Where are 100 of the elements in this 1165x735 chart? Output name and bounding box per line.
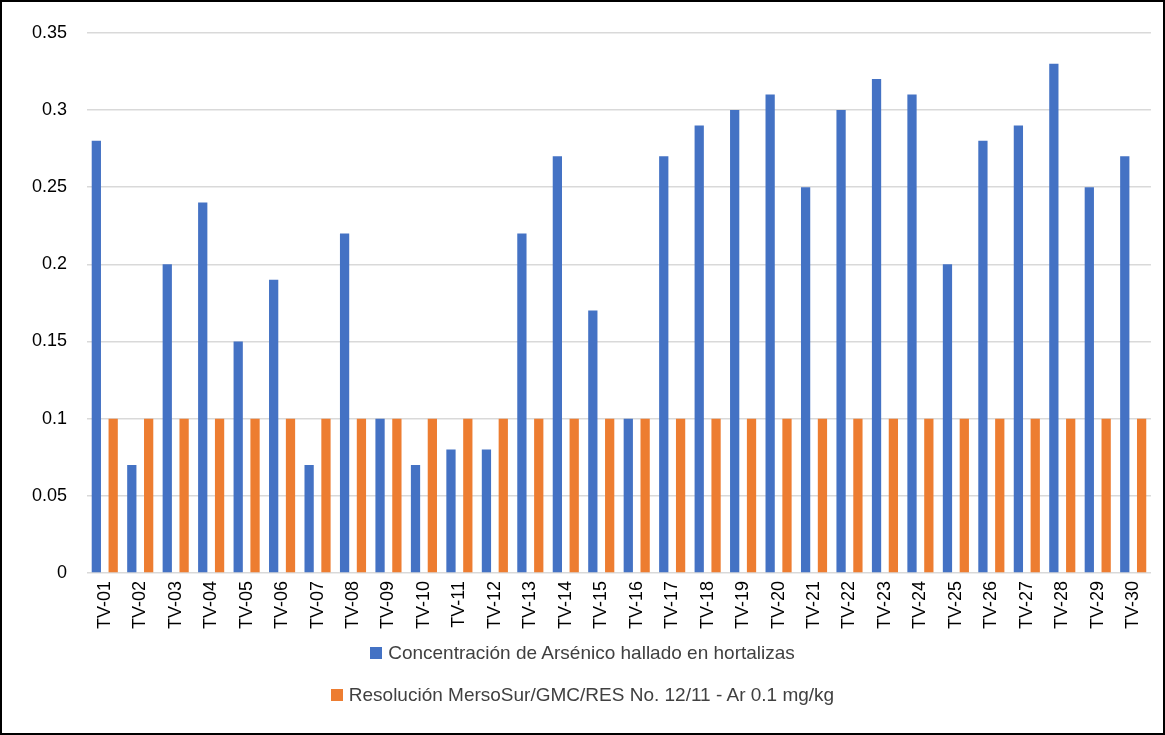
bar (605, 418, 615, 573)
x-tick-label: TV-16 (625, 580, 646, 630)
bar (1066, 418, 1076, 573)
x-tick-label: TV-07 (306, 580, 327, 630)
bar (1136, 418, 1147, 573)
bar (569, 418, 579, 573)
bar (304, 464, 314, 573)
bar (446, 449, 456, 573)
bar (144, 418, 154, 573)
x-tick-label: TV-13 (519, 580, 540, 630)
x-tick-label: TV-24 (909, 580, 930, 630)
bar (321, 418, 331, 573)
bar (162, 264, 172, 573)
y-tick-label: 0 (57, 561, 68, 582)
bar (995, 418, 1005, 573)
y-tick-label: 0.25 (31, 176, 68, 197)
bar (924, 418, 934, 573)
x-tick-label: TV-10 (412, 580, 433, 630)
y-tick-label: 0.35 (31, 21, 68, 42)
x-tick-label: TV-17 (661, 580, 682, 630)
bar (233, 341, 243, 573)
bar (179, 418, 189, 573)
bar (1013, 125, 1024, 573)
y-tick-label: 0.05 (31, 484, 68, 505)
bar (356, 418, 367, 573)
bar (91, 140, 101, 573)
bar (765, 94, 775, 573)
bar (127, 464, 137, 573)
bar (659, 156, 669, 573)
x-tick-label: TV-04 (200, 580, 221, 630)
bar (214, 418, 225, 573)
bar (730, 109, 740, 573)
x-tick-label: TV-18 (696, 580, 717, 630)
bar (694, 125, 704, 573)
bar (498, 418, 508, 573)
bar (978, 140, 988, 573)
bar (623, 418, 633, 573)
bar (463, 418, 473, 573)
bar (711, 418, 721, 573)
x-tick-label: TV-30 (1122, 580, 1143, 630)
y-tick-label: 0.2 (42, 253, 68, 274)
x-tick-label: TV-28 (1051, 580, 1072, 630)
x-tick-label: TV-11 (448, 580, 469, 628)
bar (108, 418, 118, 573)
bar (534, 418, 544, 573)
bar (198, 202, 208, 573)
bar (1049, 63, 1059, 573)
bar (392, 418, 402, 573)
bar (427, 418, 437, 573)
bar (1101, 418, 1111, 573)
bar (588, 310, 598, 573)
y-tick-label: 0.15 (31, 330, 68, 351)
bar (375, 418, 385, 573)
y-tick-label: 0.3 (42, 98, 68, 119)
bar (836, 109, 846, 573)
bar (888, 418, 899, 573)
bar (907, 94, 917, 573)
bar (410, 464, 421, 573)
bar (959, 418, 969, 573)
x-tick-label: TV-23 (873, 580, 894, 630)
x-tick-label: TV-26 (980, 580, 1001, 630)
x-tick-label: TV-27 (1015, 580, 1036, 630)
x-tick-label: TV-29 (1086, 580, 1107, 630)
x-tick-label: TV-19 (732, 580, 753, 630)
x-tick-label: TV-12 (483, 580, 504, 630)
legend-label: Concentración de Arsénico hallado en hortalizas (388, 642, 795, 664)
bar (782, 418, 792, 573)
legend-label: Resolución MersoSur/GMC/RES No. 12/11 - Ar 0.1 mg/kg (348, 684, 835, 706)
y-tick-label: 0.1 (42, 407, 68, 428)
x-tick-label: TV-21 (803, 580, 823, 630)
x-tick-label: TV-20 (767, 580, 788, 630)
bar (871, 79, 882, 573)
bar (853, 418, 863, 573)
bar (817, 418, 828, 573)
bar (800, 187, 811, 573)
x-tick-label: TV-06 (271, 580, 292, 630)
bar (250, 418, 260, 573)
bar (1084, 187, 1094, 573)
bar (269, 279, 279, 573)
x-tick-label: TV-02 (129, 580, 150, 630)
x-tick-label: TV-22 (838, 580, 859, 630)
x-tick-label: TV-05 (235, 580, 256, 630)
bar (942, 264, 953, 573)
bar (552, 156, 562, 573)
x-tick-label: TV-25 (944, 580, 965, 630)
bar (640, 418, 650, 573)
bar (339, 233, 350, 573)
bar (1030, 418, 1040, 573)
bar (481, 449, 492, 573)
bar (746, 418, 757, 573)
x-tick-label: TV-09 (377, 580, 398, 630)
x-tick-label: TV-03 (164, 580, 185, 630)
bar (1120, 156, 1130, 573)
bar (675, 418, 686, 573)
x-tick-label: TV-15 (590, 580, 611, 630)
bar (285, 418, 296, 573)
x-tick-label: TV-08 (341, 580, 362, 630)
x-tick-label: TV-01 (93, 580, 114, 630)
bar (517, 233, 527, 573)
x-tick-label: TV-14 (554, 580, 575, 630)
